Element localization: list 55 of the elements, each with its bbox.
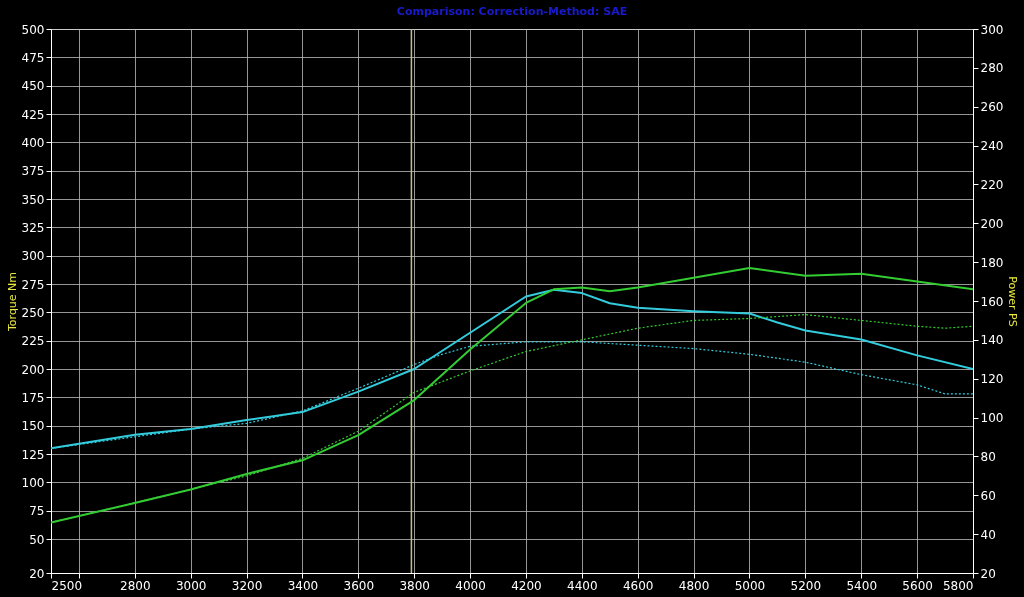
y2-tick-label: 180: [980, 255, 1004, 270]
x-tick-label: 2800: [120, 578, 151, 593]
x-tick-label: 4000: [455, 578, 486, 593]
y-tick-label: 300: [21, 249, 45, 264]
y-axis-title: Torque Nm: [5, 271, 19, 333]
y2-tick-label: 40: [980, 527, 996, 542]
y-tick-label: 20: [29, 566, 45, 581]
y-tick-label: 200: [21, 362, 45, 377]
y-tick-label: 75: [29, 504, 45, 519]
y2-tick-label: 220: [980, 177, 1004, 192]
y-tick-label: 275: [21, 277, 45, 292]
y2-tick-label: 160: [980, 294, 1004, 309]
x-tick-label: 4200: [511, 578, 542, 593]
y-tick-label: 50: [29, 532, 45, 547]
x-tick-label: 5200: [790, 578, 822, 593]
y-tick-label: 250: [21, 305, 45, 320]
x-tick-label: 5000: [734, 578, 766, 593]
y2-tick-label: 140: [980, 333, 1004, 348]
y-tick-label: 400: [21, 135, 45, 150]
x-tick-label: 4600: [622, 578, 654, 593]
y2-tick-label: 20: [980, 566, 996, 581]
x-tick-label: 3800: [399, 578, 430, 593]
y-tick-label: 100: [21, 475, 45, 490]
y-tick-label: 450: [21, 79, 45, 94]
y2-tick-label: 260: [980, 100, 1004, 115]
y2-tick-label: 200: [980, 216, 1004, 231]
y-tick-label: 475: [21, 50, 45, 65]
y2-tick-label: 120: [980, 372, 1004, 387]
x-tick-label: 3200: [231, 578, 263, 593]
y2-tick-label: 300: [980, 22, 1004, 37]
y-tick-label: 425: [21, 107, 45, 122]
chart-title: Comparison: Correction-Method: SAE: [396, 5, 628, 18]
x-tick-label: 4800: [678, 578, 710, 593]
y-tick-label: 125: [21, 447, 45, 462]
y2-tick-label: 100: [980, 411, 1004, 426]
x-tick-label: 2500: [51, 578, 83, 593]
y2-tick-label: 280: [980, 61, 1004, 76]
y2-tick-label: 80: [980, 449, 996, 464]
x-tick-label: 3600: [343, 578, 375, 593]
x-tick-label: 3000: [175, 578, 207, 593]
x-tick-label: 5800: [942, 578, 974, 593]
y-tick-label: 325: [21, 220, 45, 235]
x-tick-label: 5600: [902, 578, 933, 593]
y2-tick-label: 240: [980, 139, 1004, 154]
y-tick-label: 375: [21, 164, 45, 179]
x-tick-label: 3400: [287, 578, 319, 593]
y-tick-label: 500: [21, 22, 45, 37]
x-tick-label: 5400: [846, 578, 878, 593]
x-tick-label: 4400: [567, 578, 598, 593]
y-tick-label: 150: [21, 419, 45, 434]
y-tick-label: 175: [21, 390, 45, 405]
y2-axis-title: Power PS: [1006, 276, 1020, 327]
y2-tick-label: 60: [980, 488, 996, 503]
y-tick-label: 350: [21, 192, 45, 207]
y-tick-label: 225: [21, 334, 45, 349]
